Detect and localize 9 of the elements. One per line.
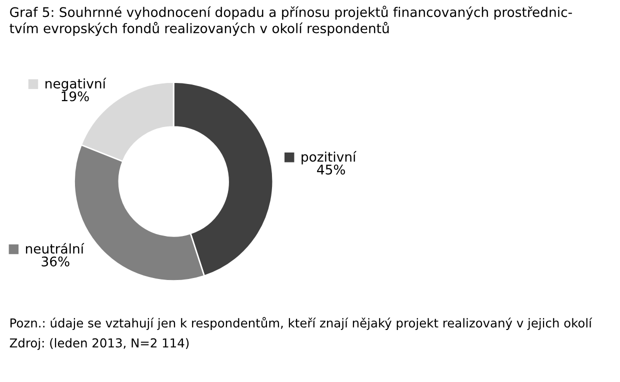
- text: Pozn.: údaje se vztahují jen k respondentům, kteří znají nějaký projekt realizovaný v jejich okolí: [10, 317, 592, 330]
- text: Zdroj: (leden 2013, N=2 114): [10, 338, 189, 350]
- data-label: 45%: [317, 164, 346, 175]
- data-label: 19%: [62, 91, 89, 102]
- legend-label: neutrální: [26, 242, 84, 254]
- chart-title: Graf 5: Souhrnné vyhodnocení dopadu a přínosu projektů financovaných prostřednic- tvím evropských fondů realizovaných v okolí respondentů: [10, 6, 572, 36]
- legend-label: negativní: [46, 78, 106, 92]
- legend-label: pozitivní: [302, 151, 357, 164]
- data-label: 36%: [42, 256, 70, 266]
